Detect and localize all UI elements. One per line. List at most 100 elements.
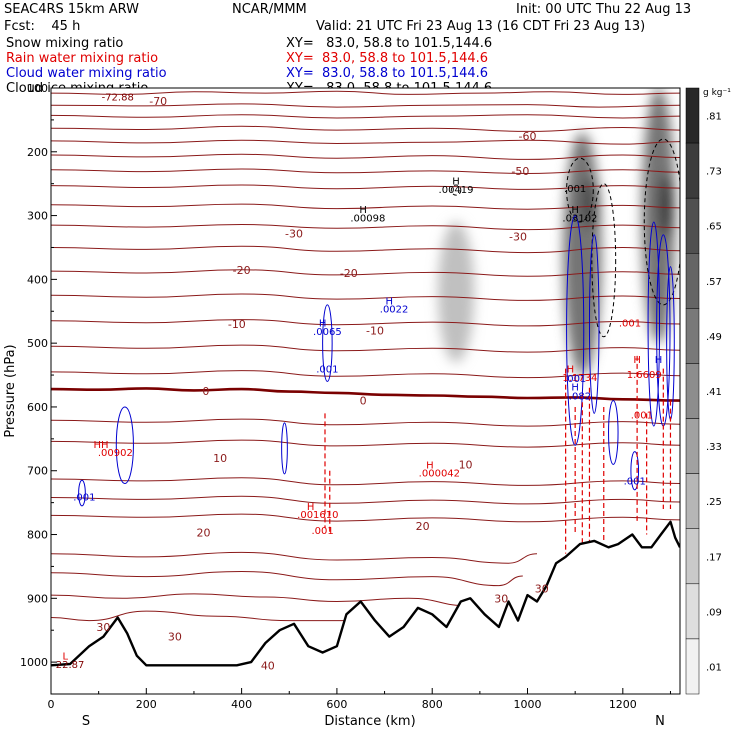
isotherm-label: 10: [459, 458, 473, 471]
isotherm-line: [51, 153, 680, 160]
isotherm-line: [51, 495, 680, 505]
contour-annotation: 1.6609: [627, 370, 662, 381]
snow-contours: [450, 138, 680, 338]
isotherm-label: 30: [494, 592, 508, 605]
y-tick-label: 700: [27, 465, 48, 478]
contour-annotation: 22.87: [56, 660, 85, 671]
colorbar-swatch: [685, 197, 700, 254]
contour-annotation: H: [452, 176, 460, 187]
colorbar-label: .25: [706, 497, 722, 508]
center-label: NCAR/MMM: [232, 2, 307, 17]
contour-annotation: L: [63, 652, 69, 663]
init-time: Init: 00 UTC Thu 22 Aug 13: [516, 2, 692, 17]
valid-time: Valid: 21 UTC Fri 23 Aug 13 (16 CDT Fri …: [316, 19, 646, 34]
colorbar-label: .49: [706, 332, 722, 343]
contour-annotation: H: [633, 355, 641, 366]
y-axis: 100 200 300 400 500 600 700 800 900 1000: [20, 82, 57, 695]
isotherm-line: [51, 114, 680, 119]
contour-annotation: .001: [564, 374, 586, 385]
contour-annotation: .001: [631, 411, 653, 422]
colorbar-label: .57: [706, 277, 722, 288]
snow-contour: [450, 184, 462, 196]
isotherm-line: [51, 551, 538, 564]
isotherm-line: [51, 370, 680, 379]
cloud-ice-blob: [579, 177, 599, 229]
contour-annotation: -72.88: [102, 92, 134, 103]
colorbar-label: .17: [706, 552, 722, 563]
x-axis-label: Distance (km): [324, 714, 415, 729]
snow-contour: [566, 157, 594, 223]
isotherm-labels: -70 -60 -50 -30 -30 -20 -20 -10 -10 0 0 10 10 20 20 30 3…: [96, 95, 548, 673]
contour-annotation: H: [655, 355, 663, 366]
colorbar-swatch: [685, 363, 700, 419]
colorbar-unit: g kg⁻¹: [703, 88, 731, 98]
y-tick-label: 900: [27, 592, 48, 605]
x-tick-label: 1200: [609, 698, 637, 711]
model-title: SEAC4RS 15km ARW: [4, 2, 140, 17]
colorbar-swatch: [685, 528, 700, 585]
contour-annotation: .082: [569, 391, 591, 402]
colorbar-swatch: [685, 308, 700, 364]
isotherm-zero-line: [51, 387, 680, 402]
isotherm-line: [51, 103, 680, 108]
isotherm-label: -30: [509, 231, 527, 244]
colorbar-swatch: [685, 253, 700, 309]
x-tick-label: 200: [136, 698, 157, 711]
isotherm-label: -20: [340, 267, 358, 280]
contour-annotation: H: [307, 502, 315, 513]
colorbar-label: .81: [706, 112, 722, 123]
isotherm-label: 20: [196, 527, 210, 540]
isotherm-label: 20: [416, 520, 430, 533]
colorbar-swatch: [685, 583, 700, 640]
isotherm-line: [51, 513, 680, 523]
isotherm-label: -50: [511, 165, 529, 178]
contour-annotation: .0065: [313, 327, 342, 338]
colorbar-swatch: [685, 638, 700, 695]
contour-annotation: H: [571, 205, 579, 216]
cloud-water-contours: [78, 215, 675, 507]
plot-frame: [50, 87, 681, 695]
isotherm-label: -10: [366, 324, 384, 337]
cloud-water-contour: [588, 234, 600, 414]
contour-annotation: .001: [73, 492, 95, 503]
isotherm-line: [51, 593, 471, 607]
colorbar-label: .33: [706, 442, 722, 453]
colorbar-label: .09: [706, 607, 722, 618]
snow-contour: [643, 138, 680, 306]
x-axis: 0 200 400 600 800 1000 1200: [48, 688, 671, 711]
isotherm-label: -70: [149, 95, 167, 108]
colorbar-swatch: [685, 418, 700, 474]
isotherm-label: 40: [261, 659, 275, 672]
contour-annotation: .001: [316, 365, 338, 376]
field-xy-cloud-water: XY= 83.0, 58.8 to 101.5,144.6: [286, 66, 489, 81]
cloud-water-contour: [566, 215, 585, 446]
snow-contour: [591, 183, 617, 338]
isotherm-label: 30: [168, 631, 182, 644]
y-axis-label: Pressure (hPa): [3, 344, 18, 437]
isotherm-line: [51, 125, 680, 132]
cloud-ice-shading: [437, 88, 676, 376]
x-tick-label: 600: [326, 698, 347, 711]
isotherm-line: [51, 418, 680, 427]
contour-annotation: HH: [94, 440, 109, 451]
isotherm-line: [51, 293, 680, 301]
y-tick-label: 100: [27, 82, 48, 95]
cloud-ice-blob: [437, 221, 475, 363]
x-tick-label: 0: [48, 698, 55, 711]
terrain-fill: [51, 521, 680, 694]
x-endpoint-south: S: [82, 714, 90, 729]
colorbar-label: .65: [706, 222, 722, 233]
isotherm-line: [51, 269, 680, 277]
isotherm-label: -30: [285, 227, 303, 240]
contour-annotation: H: [319, 319, 327, 330]
isotherm-label: 10: [213, 452, 227, 465]
isotherm-line: [51, 168, 680, 175]
isotherm-label: 0: [202, 385, 209, 398]
contour-annotation: .001: [619, 319, 641, 330]
cloud-water-contour: [322, 304, 333, 382]
contour-annotation: H: [567, 365, 575, 376]
forecast-hour: Fcst: 45 h: [4, 19, 81, 34]
contour-annotation: H: [359, 205, 367, 216]
rain-water-contours: [324, 355, 672, 554]
y-tick-label: 800: [27, 529, 48, 542]
